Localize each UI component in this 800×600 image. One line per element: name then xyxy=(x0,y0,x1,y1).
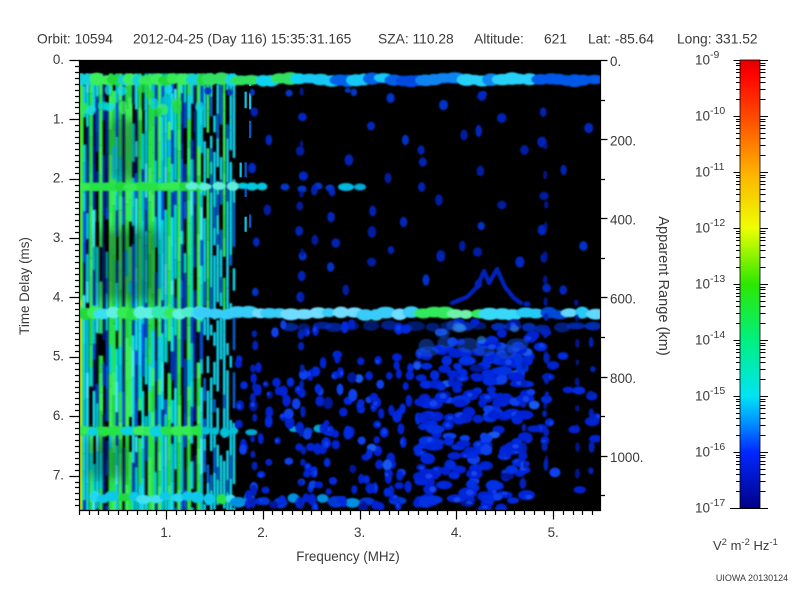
svg-text:1.: 1. xyxy=(160,525,171,540)
svg-text:5.: 5. xyxy=(548,525,559,540)
svg-text:1000.: 1000. xyxy=(610,450,644,465)
svg-text:3.: 3. xyxy=(53,230,64,245)
svg-text:5.: 5. xyxy=(53,349,64,364)
svg-text:10-12: 10-12 xyxy=(695,217,725,236)
svg-text:SZA: 110.28: SZA: 110.28 xyxy=(378,32,454,47)
svg-text:200.: 200. xyxy=(610,133,636,148)
svg-text:10-14: 10-14 xyxy=(695,329,725,348)
svg-text:6.: 6. xyxy=(53,408,64,423)
svg-text:Long: 331.52: Long: 331.52 xyxy=(677,32,758,47)
svg-text:621: 621 xyxy=(544,32,567,47)
svg-text:800.: 800. xyxy=(610,371,636,386)
svg-text:10-11: 10-11 xyxy=(695,161,725,180)
svg-text:Orbit: 10594: Orbit: 10594 xyxy=(37,32,113,47)
svg-text:10-15: 10-15 xyxy=(695,385,725,404)
svg-text:4.: 4. xyxy=(53,289,64,304)
svg-text:7.: 7. xyxy=(53,468,64,483)
svg-text:1.: 1. xyxy=(53,111,64,126)
svg-text:2.: 2. xyxy=(257,525,268,540)
svg-text:10-10: 10-10 xyxy=(695,105,725,124)
svg-text:Frequency (MHz): Frequency (MHz) xyxy=(296,549,399,564)
svg-text:3.: 3. xyxy=(354,525,365,540)
svg-text:Lat: -85.64: Lat: -85.64 xyxy=(588,32,654,47)
svg-text:10-13: 10-13 xyxy=(695,273,725,292)
svg-text:400.: 400. xyxy=(610,213,636,228)
svg-text:0.: 0. xyxy=(610,54,621,69)
svg-text:2012-04-25 (Day 116) 15:35:31.: 2012-04-25 (Day 116) 15:35:31.165 xyxy=(133,32,352,47)
svg-text:0.: 0. xyxy=(53,52,64,67)
svg-text:10-9: 10-9 xyxy=(695,49,720,68)
svg-text:Time Delay (ms): Time Delay (ms) xyxy=(17,237,32,335)
svg-text:UIOWA 20130124: UIOWA 20130124 xyxy=(716,573,788,583)
svg-text:Altitude:: Altitude: xyxy=(474,32,524,47)
svg-text:4.: 4. xyxy=(451,525,462,540)
svg-text:V2 m-2 Hz-1: V2 m-2 Hz-1 xyxy=(713,537,778,553)
svg-text:10-17: 10-17 xyxy=(695,497,725,516)
svg-text:2.: 2. xyxy=(53,171,64,186)
svg-text:600.: 600. xyxy=(610,292,636,307)
svg-text:10-16: 10-16 xyxy=(695,441,725,460)
svg-text:Apparent Range (km): Apparent Range (km) xyxy=(655,216,671,356)
